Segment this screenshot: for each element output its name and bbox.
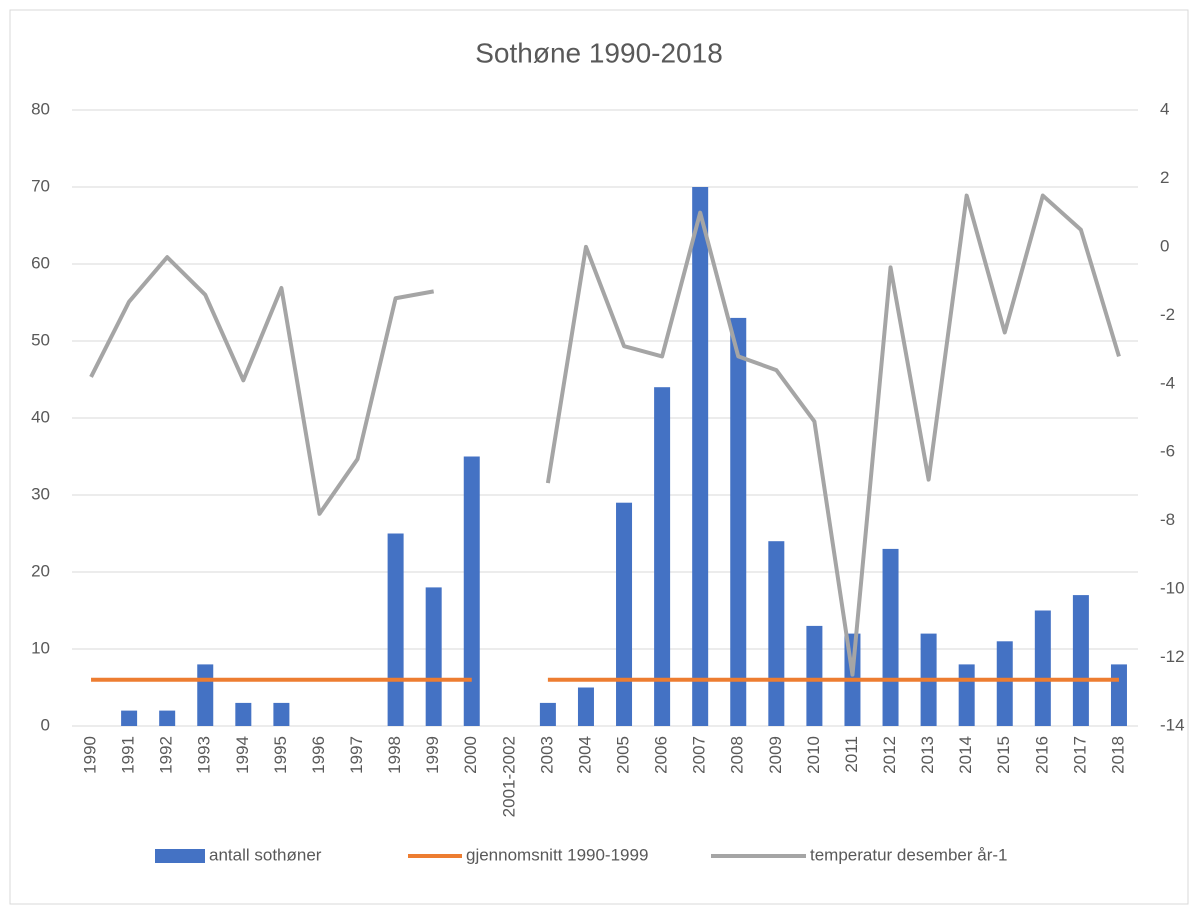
y-tick-label: 20 bbox=[31, 561, 50, 580]
x-tick-label: 2001-2002 bbox=[499, 736, 518, 817]
y2-tick-label: 0 bbox=[1160, 236, 1169, 255]
x-tick-label: 1991 bbox=[119, 736, 138, 774]
x-tick-label: 2000 bbox=[461, 736, 480, 774]
x-tick-label: 2013 bbox=[918, 736, 937, 774]
y-tick-label: 70 bbox=[31, 176, 50, 195]
x-tick-label: 2010 bbox=[804, 736, 823, 774]
bar bbox=[539, 702, 556, 726]
chart-border bbox=[9, 9, 1189, 905]
y2-tick-label: -12 bbox=[1160, 647, 1185, 666]
line bbox=[89, 255, 435, 516]
x-tick-label: 1998 bbox=[385, 736, 404, 774]
x-tick-label: 1995 bbox=[271, 736, 290, 774]
y2-tick-label: 2 bbox=[1160, 168, 1169, 187]
x-tick-label: 1994 bbox=[233, 736, 252, 774]
bar bbox=[235, 702, 252, 726]
bar bbox=[577, 687, 594, 726]
legend-swatch bbox=[155, 849, 205, 863]
x-tick-label: 2006 bbox=[652, 736, 671, 774]
bar bbox=[616, 502, 633, 726]
y-tick-label: 30 bbox=[31, 484, 50, 503]
y-tick-label: 80 bbox=[31, 99, 50, 118]
bar bbox=[463, 456, 480, 726]
bar bbox=[996, 641, 1013, 726]
x-tick-label: 1990 bbox=[81, 736, 100, 774]
y-tick-label: 50 bbox=[31, 330, 50, 349]
bar bbox=[273, 702, 290, 726]
legend-label: temperatur desember år-1 bbox=[810, 845, 1007, 864]
y-tick-label: 40 bbox=[31, 407, 50, 426]
line bbox=[545, 193, 1121, 677]
chart-title: Sothøne 1990-2018 bbox=[475, 37, 723, 68]
y2-tick-label: -2 bbox=[1160, 305, 1175, 324]
y2-tick-label: -8 bbox=[1160, 510, 1175, 529]
y-tick-label: 0 bbox=[41, 715, 50, 734]
x-tick-label: 1993 bbox=[195, 736, 214, 774]
bar bbox=[1110, 664, 1127, 726]
bar bbox=[387, 533, 404, 726]
y-tick-label: 60 bbox=[31, 253, 50, 272]
bar bbox=[654, 387, 671, 726]
x-tick-label: 2017 bbox=[1070, 736, 1089, 774]
bar bbox=[692, 187, 709, 726]
x-tick-label: 2003 bbox=[537, 736, 556, 774]
bar bbox=[159, 710, 176, 726]
bar bbox=[425, 587, 442, 726]
y2-tick-label: -4 bbox=[1160, 373, 1175, 392]
x-tick-label: 1997 bbox=[347, 736, 366, 774]
bar bbox=[197, 664, 214, 726]
bar bbox=[768, 541, 785, 726]
y2-tick-label: -14 bbox=[1160, 715, 1185, 734]
x-tick-label: 2008 bbox=[728, 736, 747, 774]
x-tick-label: 1992 bbox=[157, 736, 176, 774]
bar bbox=[1072, 595, 1089, 726]
x-tick-label: 2018 bbox=[1108, 736, 1127, 774]
x-tick-label: 1999 bbox=[423, 736, 442, 774]
x-tick-label: 1996 bbox=[309, 736, 328, 774]
bar bbox=[730, 317, 747, 726]
x-tick-label: 2005 bbox=[614, 736, 633, 774]
x-tick-label: 2009 bbox=[766, 736, 785, 774]
x-tick-label: 2007 bbox=[690, 736, 709, 774]
y-tick-label: 10 bbox=[31, 638, 50, 657]
x-tick-label: 2015 bbox=[994, 736, 1013, 774]
y2-tick-label: -6 bbox=[1160, 442, 1175, 461]
bar bbox=[882, 548, 899, 726]
y2-tick-label: -10 bbox=[1160, 579, 1185, 598]
bar bbox=[1034, 610, 1051, 726]
x-tick-label: 2004 bbox=[575, 736, 594, 774]
legend-label: antall sothøner bbox=[209, 845, 322, 864]
bar bbox=[121, 710, 138, 726]
x-tick-label: 2016 bbox=[1032, 736, 1051, 774]
y2-tick-label: 4 bbox=[1160, 99, 1169, 118]
legend-label: gjennomsnitt 1990-1999 bbox=[466, 845, 648, 864]
bar bbox=[958, 664, 975, 726]
x-tick-label: 2012 bbox=[880, 736, 899, 774]
x-tick-label: 2014 bbox=[956, 736, 975, 774]
bar bbox=[806, 625, 823, 726]
x-tick-label: 2011 bbox=[842, 736, 861, 773]
